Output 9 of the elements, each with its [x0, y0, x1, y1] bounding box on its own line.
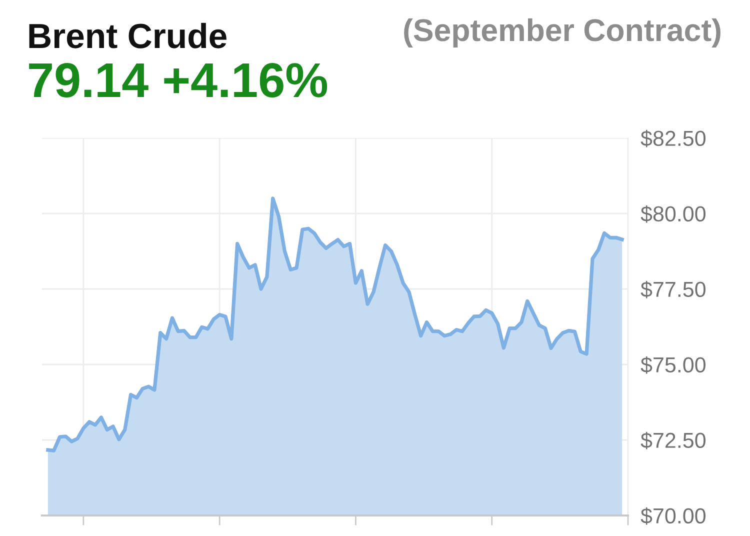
y-tick-label: $80.00: [640, 205, 706, 223]
y-tick-label: $77.50: [640, 280, 706, 298]
y-tick-label: $70.00: [640, 507, 706, 525]
y-tick-label: $72.50: [640, 432, 706, 450]
chart-title: Brent Crude: [29, 22, 226, 48]
y-tick-label: $75.00: [640, 356, 706, 374]
text: 79.14 +4.16%: [29, 63, 328, 98]
chart-subtitle: (September Contract): [404, 18, 720, 48]
y-tick-label: $82.50: [640, 130, 706, 148]
